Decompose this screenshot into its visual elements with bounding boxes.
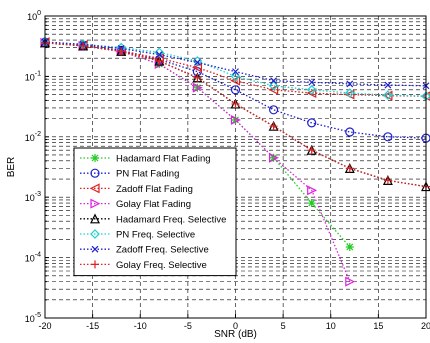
data-point [345, 242, 354, 251]
series-line [44, 42, 351, 282]
data-point [383, 132, 393, 142]
data-point [231, 115, 240, 124]
data-point [154, 47, 165, 58]
x-tick-label: -15 [86, 321, 99, 331]
data-point [193, 73, 202, 82]
y-tick-label: 10-5 [25, 312, 41, 324]
data-point [231, 99, 240, 108]
data-point [306, 88, 317, 99]
x-tick-label: 20 [421, 321, 430, 331]
data-point [345, 276, 356, 287]
data-point [307, 118, 317, 128]
x-tick-label: 15 [373, 321, 383, 331]
data-point [307, 185, 318, 196]
data-point [192, 82, 203, 93]
data-point [383, 176, 392, 185]
data-point [155, 51, 163, 58]
data-point [269, 122, 278, 131]
axis-ticks: -20 -15 -10 -5 0 5 10 15 20 100 10-1 10-2 10-3 10-4 10… [25, 10, 430, 331]
data-point [155, 56, 164, 65]
legend-label: Hadamard Freq. Selective [116, 214, 226, 225]
series-zadoff-freq-selective [41, 38, 430, 90]
legend-label: Golay Freq. Selective [116, 260, 207, 271]
data-point [346, 80, 354, 88]
legend-item: Golay Flat Fading [80, 198, 191, 210]
x-tick-label: -10 [134, 321, 147, 331]
data-point [307, 199, 316, 208]
legend-label: Zadoff Flat Fading [116, 184, 193, 195]
data-point [344, 88, 355, 98]
data-point [117, 47, 126, 56]
data-point [308, 78, 316, 86]
legend-item: PN Flat Fading [80, 168, 179, 180]
legend-marker [91, 260, 99, 269]
legend-label: Zadoff Freq. Selective [116, 245, 209, 256]
legend: Hadamard Flat Fading PN Flat Fading Zadoff… [73, 147, 237, 277]
legend-label: Hadamard Flat Fading [116, 154, 211, 165]
data-point [269, 153, 278, 162]
legend-marker [91, 245, 99, 253]
legend-marker [89, 183, 100, 194]
data-point [79, 41, 88, 50]
data-point [270, 77, 278, 85]
legend-item: Hadamard Flat Fading [80, 154, 211, 165]
legend-item: Zadoff Flat Fading [80, 183, 193, 195]
legend-marker [91, 154, 99, 162]
data-point [306, 84, 317, 95]
data-point [345, 127, 355, 137]
legend-marker [90, 168, 100, 178]
data-point [230, 75, 241, 86]
legend-item: Golay Freq. Selective [80, 260, 207, 271]
data-point [193, 59, 201, 66]
legend-label: PN Flat Fading [116, 169, 179, 180]
y-tick-label: 10-3 [25, 191, 41, 203]
data-point [384, 81, 392, 89]
data-point [269, 105, 279, 115]
data-point [383, 90, 393, 100]
data-point [232, 68, 239, 76]
data-point [269, 152, 279, 163]
legend-marker [90, 229, 100, 239]
y-tick-label: 100 [27, 10, 41, 22]
data-point [230, 114, 241, 125]
y-tick-label: 10-1 [25, 70, 41, 82]
legend-box [73, 147, 237, 277]
x-tick-label: 10 [326, 321, 336, 331]
legend-item: Zadoff Freq. Selective [80, 245, 209, 256]
legend-item: PN Freq. Selective [80, 229, 195, 241]
data-point [307, 146, 316, 155]
data-point [268, 84, 279, 95]
series-line [44, 41, 427, 139]
data-point [230, 71, 241, 82]
y-tick-label: 10-2 [25, 131, 41, 143]
y-axis-label: BER [6, 157, 17, 178]
data-point [230, 85, 241, 95]
x-tick-label: -5 [184, 321, 192, 331]
x-axis-label: SNR (dB) [214, 329, 257, 340]
x-tick-label: -20 [38, 321, 51, 331]
x-tick-label: 0 [233, 321, 238, 331]
x-tick-label: 5 [281, 321, 286, 331]
data-point [268, 80, 279, 91]
legend-marker [90, 213, 100, 224]
legend-label: PN Freq. Selective [116, 230, 195, 241]
y-tick-label: 10-4 [25, 252, 41, 264]
data-point [345, 164, 354, 173]
legend-item: Hadamard Freq. Selective [80, 213, 226, 225]
legend-marker [90, 198, 101, 209]
legend-label: Golay Flat Fading [116, 199, 191, 210]
